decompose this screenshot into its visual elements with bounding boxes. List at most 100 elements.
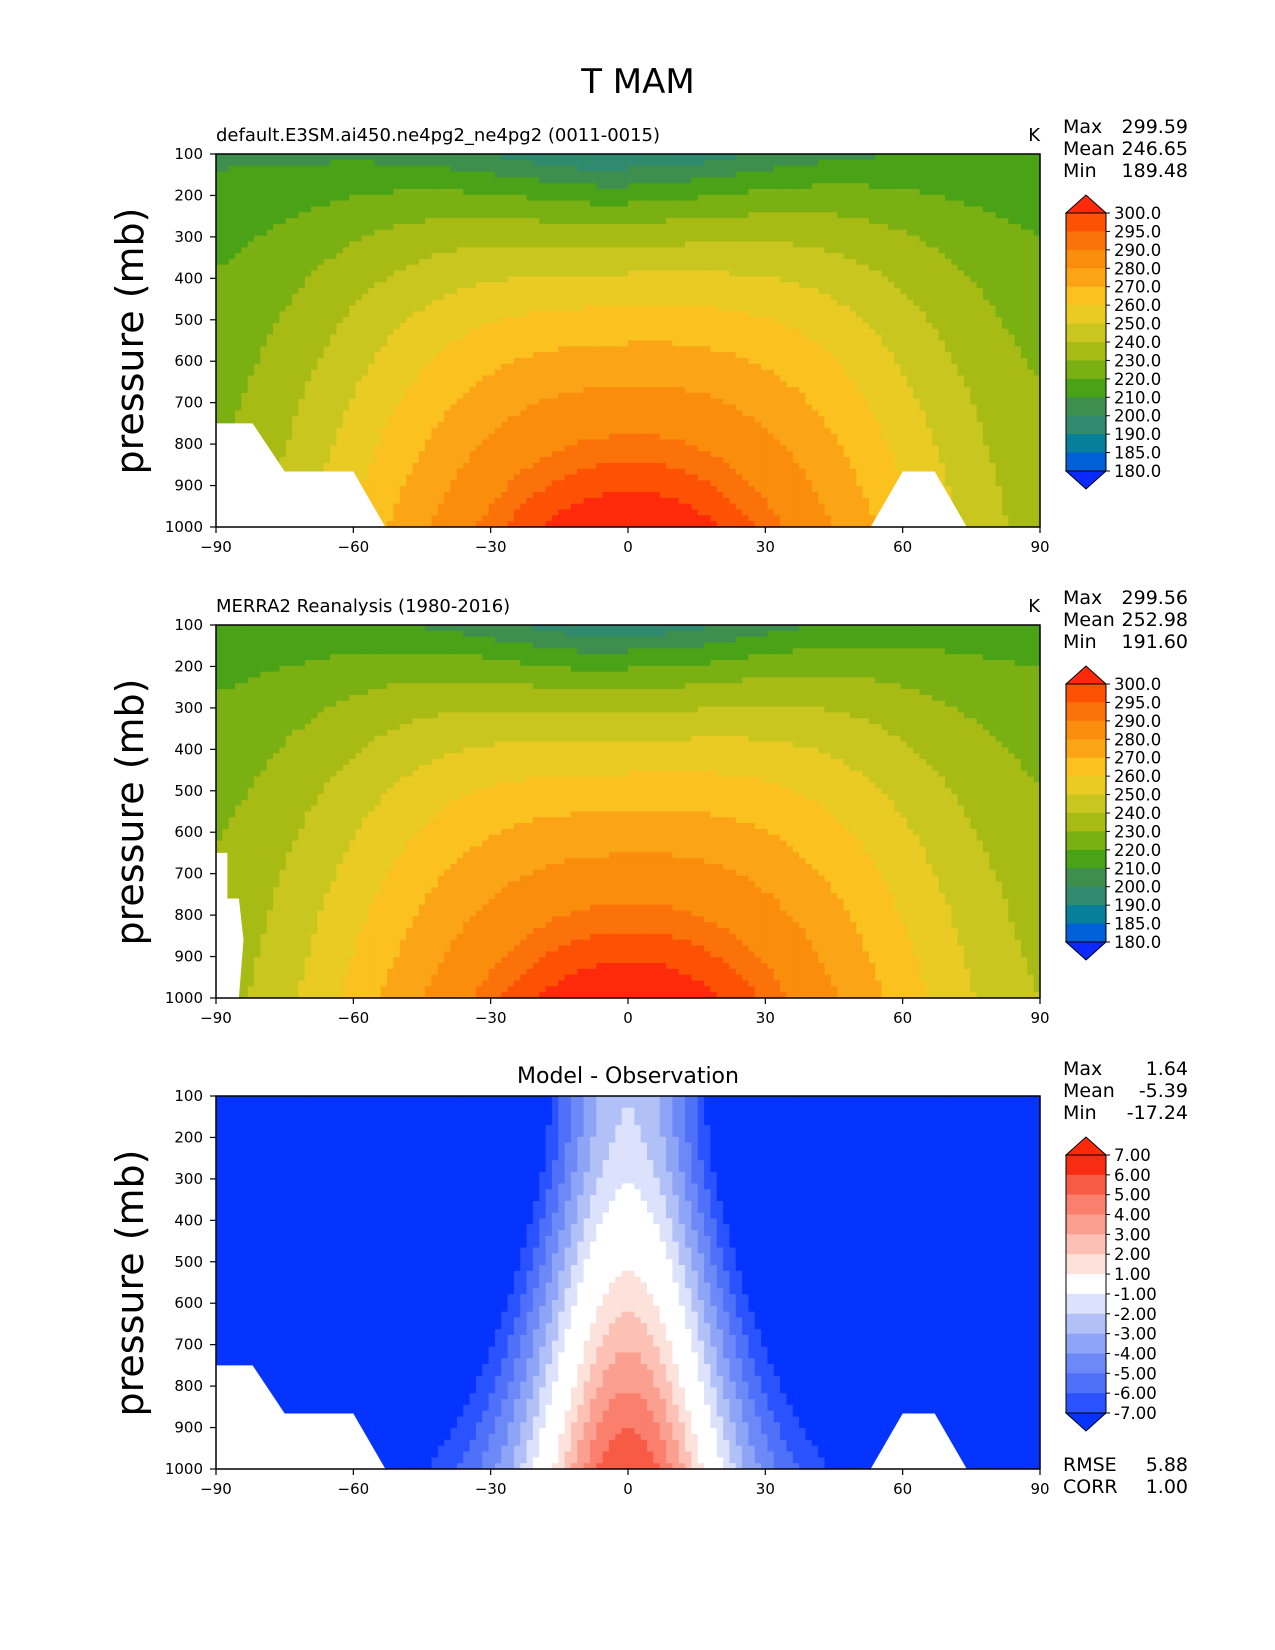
stat-value: 1.64 [1146, 1058, 1188, 1080]
y-axis-label: pressure (mb) [108, 1149, 152, 1416]
colorbar-segment [1066, 249, 1106, 269]
footer-stat-value: 1.00 [1146, 1476, 1188, 1498]
terrain-mask [870, 471, 967, 527]
colorbar-label: 185.0 [1114, 915, 1161, 934]
x-tick-label: 30 [756, 538, 775, 556]
y-tick-label: 600 [174, 823, 203, 841]
x-tick-label: −30 [475, 1009, 507, 1027]
stat-label: Max [1063, 116, 1102, 138]
y-tick-label: 500 [174, 782, 203, 800]
footer-stats: RMSE 5.88 CORR 1.00 [1063, 1454, 1188, 1498]
colorbar-frame [1065, 1154, 1107, 1414]
stats-block: Max 299.56 Mean 252.98 Min 191.60 [1063, 587, 1188, 653]
colorbar-segment [1066, 342, 1106, 361]
stat-label: Mean [1063, 138, 1115, 160]
colorbar-segment [1066, 1373, 1106, 1394]
y-tick-label: 300 [174, 228, 203, 246]
terrain-mask [870, 1413, 967, 1469]
colorbar-segment [1066, 905, 1106, 925]
colorbar-label: 290.0 [1114, 241, 1161, 260]
x-tick-label: 90 [1030, 1480, 1049, 1498]
terrain-mask [216, 423, 386, 527]
y-tick-label: 200 [174, 657, 203, 675]
colorbar-label: 7.00 [1114, 1146, 1151, 1165]
colorbar-label: 210.0 [1114, 859, 1161, 878]
colorbar-label: 1.00 [1114, 1265, 1151, 1284]
colorbar-segment [1066, 739, 1106, 759]
stat-value: -5.39 [1139, 1080, 1188, 1102]
colorbar-label: 295.0 [1114, 222, 1161, 241]
colorbar-bottom-extension [1064, 1412, 1108, 1432]
colorbar-top-extension [1064, 194, 1108, 214]
y-tick-label: 300 [174, 699, 203, 717]
colorbar-label: 4.00 [1114, 1206, 1151, 1225]
colorbar-segment [1066, 452, 1106, 472]
colorbar-label: 6.00 [1114, 1166, 1151, 1185]
panel-left-title: MERRA2 Reanalysis (1980-2016) [216, 596, 510, 617]
x-tick-label: 0 [623, 1009, 633, 1027]
x-tick-label: 30 [756, 1009, 775, 1027]
colorbar-label: 250.0 [1114, 786, 1161, 805]
colorbar-label: 295.0 [1114, 693, 1161, 712]
panel-test: default.E3SM.ai450.ne4pg2_ne4pg2 (0011-0… [108, 116, 1188, 556]
colorbar-label: 280.0 [1114, 730, 1161, 749]
colorbar-segment [1066, 1194, 1106, 1216]
terrain-mask [216, 1365, 386, 1469]
colorbar-label: 3.00 [1114, 1225, 1151, 1244]
colorbar-label: 260.0 [1114, 296, 1161, 315]
colorbar-label: 200.0 [1114, 407, 1161, 426]
panel-units: K [1028, 596, 1041, 617]
y-tick-label: 700 [174, 394, 203, 412]
y-tick-label: 800 [174, 435, 203, 453]
colorbar-segment [1066, 868, 1106, 888]
colorbar-label: 270.0 [1114, 278, 1161, 297]
colorbar-label: 210.0 [1114, 388, 1161, 407]
x-tick-label: 60 [893, 538, 912, 556]
colorbar-segment [1066, 434, 1106, 454]
y-tick-label: 300 [174, 1170, 203, 1188]
colorbar-segment [1066, 360, 1106, 380]
panel-ref: MERRA2 Reanalysis (1980-2016) K pressure… [108, 587, 1188, 1027]
colorbar-segment [1066, 286, 1106, 306]
y-axis: 100 200 300 400 500 600 700 800 900 1000 [165, 616, 216, 1007]
colorbar-label: 190.0 [1114, 896, 1161, 915]
panel-units: K [1028, 125, 1041, 146]
x-tick-label: 0 [623, 538, 633, 556]
y-tick-label: 200 [174, 186, 203, 204]
colorbar-segment [1066, 1313, 1106, 1335]
stat-value: 189.48 [1122, 160, 1188, 182]
y-tick-label: 1000 [165, 989, 203, 1007]
terrain-mask [216, 852, 244, 998]
y-tick-label: 700 [174, 1336, 203, 1354]
colorbar-segment [1066, 831, 1106, 851]
colorbar-label: 240.0 [1114, 804, 1161, 823]
x-tick-label: −90 [200, 538, 232, 556]
stat-label: Max [1063, 587, 1102, 609]
colorbar-label: 185.0 [1114, 444, 1161, 463]
colorbar-segment [1066, 684, 1106, 703]
stat-label: Min [1063, 160, 1097, 182]
stat-label: Mean [1063, 609, 1115, 631]
colorbar-segment [1066, 1393, 1106, 1414]
colorbar-label: -5.00 [1114, 1364, 1157, 1383]
stat-value: 252.98 [1122, 609, 1188, 631]
stat-value: 191.60 [1122, 631, 1188, 653]
stat-value: 299.56 [1122, 587, 1188, 609]
colorbar-label: 190.0 [1114, 425, 1161, 444]
colorbar-segment [1066, 305, 1106, 325]
stat-label: Min [1063, 1102, 1097, 1124]
y-tick-label: 800 [174, 906, 203, 924]
colorbar-segment [1066, 923, 1106, 943]
colorbar-segment [1066, 323, 1106, 343]
colorbar-label: 250.0 [1114, 315, 1161, 334]
x-tick-label: −90 [200, 1480, 232, 1498]
stat-value: 299.59 [1122, 116, 1188, 138]
stat-label: Max [1063, 1058, 1102, 1080]
stat-label: Min [1063, 631, 1097, 653]
x-tick-label: 60 [893, 1009, 912, 1027]
x-tick-label: −30 [475, 1480, 507, 1498]
colorbar-segment [1066, 794, 1106, 814]
y-tick-label: 100 [174, 145, 203, 163]
y-axis-label: pressure (mb) [108, 207, 152, 474]
